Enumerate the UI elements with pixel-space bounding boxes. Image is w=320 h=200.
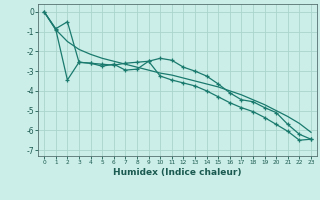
X-axis label: Humidex (Indice chaleur): Humidex (Indice chaleur) (113, 168, 242, 177)
